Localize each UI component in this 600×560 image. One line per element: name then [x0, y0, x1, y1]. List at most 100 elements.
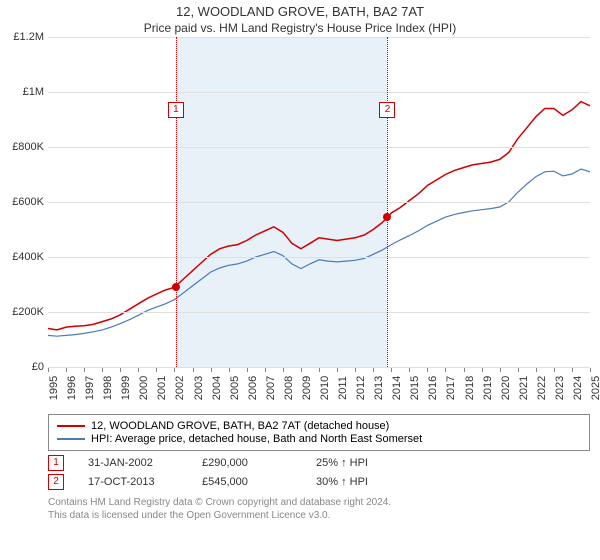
- x-tick-mark: [464, 368, 465, 372]
- x-axis-label: 1999: [120, 376, 132, 400]
- x-tick-mark: [427, 368, 428, 372]
- marker-label-2: 2: [379, 102, 395, 118]
- transaction-date: 31-JAN-2002: [88, 457, 178, 469]
- x-tick-mark: [48, 368, 49, 372]
- x-tick-mark: [156, 368, 157, 372]
- y-axis-label: £800K: [12, 141, 44, 153]
- x-tick-mark: [193, 368, 194, 372]
- gridline-horizontal: [48, 202, 590, 203]
- x-axis-label: 2020: [500, 376, 512, 400]
- x-tick-mark: [102, 368, 103, 372]
- marker-line-2: [387, 37, 388, 367]
- marker-line-1: [176, 37, 177, 367]
- x-tick-mark: [554, 368, 555, 372]
- x-axis-label: 2009: [301, 376, 313, 400]
- x-tick-mark: [319, 368, 320, 372]
- x-axis-label: 2015: [409, 376, 421, 400]
- x-axis-label: 2012: [355, 376, 367, 400]
- series-line-price_paid: [48, 102, 590, 330]
- x-axis-label: 2018: [464, 376, 476, 400]
- x-tick-mark: [409, 368, 410, 372]
- x-tick-mark: [518, 368, 519, 372]
- transaction-delta: 25% ↑ HPI: [316, 457, 406, 469]
- x-tick-mark: [283, 368, 284, 372]
- legend-text: HPI: Average price, detached house, Bath…: [91, 433, 422, 445]
- x-axis-label: 2001: [156, 376, 168, 400]
- x-tick-mark: [391, 368, 392, 372]
- x-tick-mark: [247, 368, 248, 372]
- x-axis-label: 2021: [518, 376, 530, 400]
- subtitle: Price paid vs. HM Land Registry's House …: [0, 21, 600, 35]
- footer-line-2: This data is licensed under the Open Gov…: [48, 509, 590, 522]
- x-axis-label: 1997: [84, 376, 96, 400]
- main-title: 12, WOODLAND GROVE, BATH, BA2 7AT: [0, 4, 600, 19]
- transaction-row: 131-JAN-2002£290,00025% ↑ HPI: [48, 455, 590, 471]
- x-tick-mark: [590, 368, 591, 372]
- x-axis-label: 2005: [229, 376, 241, 400]
- gridline-horizontal: [48, 92, 590, 93]
- legend-row: 12, WOODLAND GROVE, BATH, BA2 7AT (detac…: [57, 420, 581, 432]
- x-tick-mark: [536, 368, 537, 372]
- x-tick-mark: [337, 368, 338, 372]
- legend-text: 12, WOODLAND GROVE, BATH, BA2 7AT (detac…: [91, 420, 389, 432]
- x-axis-label: 2014: [391, 376, 403, 400]
- x-axis-label: 2013: [373, 376, 385, 400]
- x-tick-mark: [265, 368, 266, 372]
- footer-line-1: Contains HM Land Registry data © Crown c…: [48, 496, 590, 509]
- x-axis-label: 2002: [174, 376, 186, 400]
- x-axis-label: 2019: [482, 376, 494, 400]
- gridline-horizontal: [48, 257, 590, 258]
- x-tick-mark: [500, 368, 501, 372]
- x-tick-mark: [373, 368, 374, 372]
- x-tick-mark: [174, 368, 175, 372]
- x-tick-mark: [138, 368, 139, 372]
- y-axis-label: £200K: [12, 306, 44, 318]
- x-axis-label: 2003: [193, 376, 205, 400]
- legend-row: HPI: Average price, detached house, Bath…: [57, 433, 581, 445]
- title-area: 12, WOODLAND GROVE, BATH, BA2 7AT Price …: [0, 0, 600, 37]
- x-axis-ticks: 1995 1996 1997 1998 1999 2000 2001 2002 2003 2004…: [48, 368, 590, 408]
- marker-dot-2: [383, 213, 391, 221]
- y-axis-label: £1M: [23, 86, 44, 98]
- x-axis-label: 2023: [554, 376, 566, 400]
- transaction-delta: 30% ↑ HPI: [316, 476, 406, 488]
- gridline-horizontal: [48, 37, 590, 38]
- x-axis-label: 2000: [138, 376, 150, 400]
- transaction-table: 131-JAN-2002£290,00025% ↑ HPI217-OCT-201…: [48, 455, 590, 490]
- marker-dot-1: [172, 283, 180, 291]
- x-axis-label: 1995: [48, 376, 60, 400]
- x-tick-mark: [301, 368, 302, 372]
- x-axis-label: 2010: [319, 376, 331, 400]
- transaction-date: 17-OCT-2013: [88, 476, 178, 488]
- transaction-price: £545,000: [202, 476, 292, 488]
- transaction-price: £290,000: [202, 457, 292, 469]
- x-axis-label: 2022: [536, 376, 548, 400]
- x-axis-label: 2011: [337, 376, 349, 400]
- transaction-row: 2 17-OCT-2013 £545,000 30% ↑ HPI: [48, 474, 590, 490]
- x-tick-mark: [482, 368, 483, 372]
- x-tick-mark: [355, 368, 356, 372]
- x-tick-mark: [572, 368, 573, 372]
- y-axis-label: £0: [32, 361, 44, 373]
- legend-box: 12, WOODLAND GROVE, BATH, BA2 7AT (detac…: [48, 414, 590, 451]
- legend-swatch: [57, 425, 85, 427]
- gridline-horizontal: [48, 312, 590, 313]
- footer-attribution: Contains HM Land Registry data © Crown c…: [48, 496, 590, 522]
- x-tick-mark: [84, 368, 85, 372]
- gridline-horizontal: [48, 147, 590, 148]
- x-axis-label: 1998: [102, 376, 114, 400]
- x-axis-label: 1996: [66, 376, 78, 400]
- x-axis-label: 2007: [265, 376, 277, 400]
- x-tick-mark: [229, 368, 230, 372]
- x-axis-label: 2017: [445, 376, 457, 400]
- x-tick-mark: [66, 368, 67, 372]
- transaction-marker: 2: [48, 474, 64, 490]
- y-axis-label: £1.2M: [13, 31, 44, 43]
- legend-swatch: [57, 438, 85, 440]
- marker-label-1: 1: [168, 102, 184, 118]
- x-tick-mark: [211, 368, 212, 372]
- y-axis-label: £400K: [12, 251, 44, 263]
- x-axis-label: 2004: [211, 376, 223, 400]
- x-axis-label: 2024: [572, 376, 584, 400]
- y-axis-label: £600K: [12, 196, 44, 208]
